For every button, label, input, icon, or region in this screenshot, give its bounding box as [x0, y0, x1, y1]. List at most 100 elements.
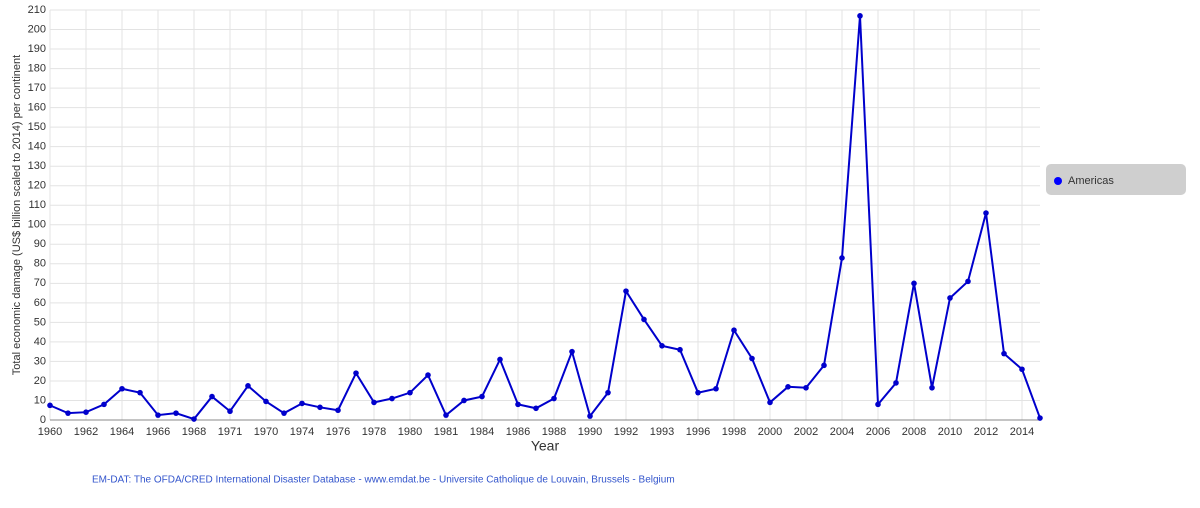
x-tick-label: 1970: [254, 426, 278, 438]
data-point: [479, 393, 485, 400]
data-point: [875, 401, 881, 408]
data-point: [533, 405, 539, 412]
data-point: [749, 355, 755, 362]
data-point: [101, 401, 107, 408]
data-point: [839, 255, 845, 261]
y-tick-label: 70: [34, 277, 46, 289]
legend-marker: [1054, 177, 1062, 185]
y-tick-label: 200: [28, 23, 46, 35]
data-point: [695, 389, 701, 396]
y-tick-label: 60: [34, 297, 46, 309]
data-point: [209, 393, 215, 400]
y-tick-label: 180: [28, 62, 46, 74]
data-point: [803, 384, 809, 391]
y-axis-title: Total economic damage (US$ billion scale…: [11, 55, 23, 375]
y-tick-label: 190: [28, 43, 46, 55]
x-tick-label: 1986: [506, 426, 530, 438]
data-point: [551, 395, 557, 402]
x-tick-label: 1988: [542, 426, 566, 438]
data-point: [677, 346, 683, 353]
data-point: [515, 401, 521, 408]
data-point: [497, 356, 503, 363]
data-point: [47, 402, 53, 409]
y-tick-label: 30: [34, 355, 46, 367]
x-tick-label: 1993: [650, 426, 674, 438]
y-tick-label: 110: [28, 199, 46, 211]
data-point: [965, 278, 971, 285]
data-point: [173, 410, 179, 416]
data-point: [425, 372, 431, 378]
x-tick-label: 1966: [146, 426, 170, 438]
data-point: [335, 407, 341, 414]
legend-box: [1046, 164, 1186, 195]
data-point: [893, 380, 899, 386]
data-point: [317, 404, 323, 411]
x-tick-label: 1980: [398, 426, 422, 438]
x-tick-label: 2000: [758, 426, 782, 438]
data-point: [389, 395, 395, 402]
data-point: [245, 383, 251, 389]
y-tick-label: 160: [28, 102, 46, 114]
y-tick-label: 170: [28, 82, 46, 94]
x-tick-label: 1960: [38, 426, 62, 438]
data-point: [407, 389, 413, 396]
data-point: [713, 385, 719, 392]
source-note: EM-DAT: The OFDA/CRED International Disa…: [92, 475, 675, 486]
data-point: [731, 327, 737, 333]
data-point: [569, 348, 575, 355]
x-tick-label: 1964: [110, 426, 134, 438]
data-point: [443, 412, 449, 418]
x-tick-label: 2008: [902, 426, 926, 438]
x-tick-label: 2014: [1010, 426, 1034, 438]
data-point: [191, 416, 197, 422]
y-tick-label: 0: [40, 414, 46, 426]
data-point: [983, 210, 989, 216]
x-tick-label: 1974: [290, 426, 314, 438]
data-point: [1019, 366, 1025, 373]
data-point: [155, 412, 161, 418]
y-tick-label: 210: [28, 4, 46, 16]
y-tick-label: 120: [28, 180, 46, 192]
data-point: [83, 409, 89, 415]
y-tick-label: 100: [28, 219, 46, 231]
data-point: [1037, 415, 1043, 421]
data-point: [785, 384, 791, 390]
y-tick-label: 20: [34, 375, 46, 387]
x-tick-label: 2006: [866, 426, 890, 438]
x-tick-label: 1992: [614, 426, 638, 438]
data-point: [857, 13, 863, 19]
y-tick-label: 140: [28, 141, 46, 153]
x-tick-label: 1968: [182, 426, 206, 438]
x-tick-label: 2012: [974, 426, 998, 438]
legend-label[interactable]: Americas: [1068, 175, 1114, 187]
data-point: [281, 410, 287, 416]
data-point: [641, 316, 647, 323]
data-point: [119, 385, 125, 392]
data-point: [461, 397, 467, 404]
y-tick-label: 130: [28, 160, 46, 172]
data-point: [659, 343, 665, 349]
data-point: [299, 400, 305, 407]
x-tick-label: 1996: [686, 426, 710, 438]
data-point: [911, 280, 917, 287]
x-tick-label: 1990: [578, 426, 602, 438]
x-tick-label: 1998: [722, 426, 746, 438]
data-point: [947, 295, 953, 301]
x-tick-label: 2004: [830, 426, 854, 438]
data-point: [821, 362, 827, 369]
x-tick-label: 2010: [938, 426, 962, 438]
data-point: [353, 370, 359, 376]
data-point: [587, 413, 593, 419]
data-point: [767, 399, 773, 406]
data-point: [371, 399, 377, 406]
y-tick-label: 50: [34, 316, 46, 328]
y-tick-label: 150: [28, 121, 46, 133]
data-line: [49, 15, 1041, 421]
data-point: [1001, 350, 1007, 357]
x-tick-label: 1976: [326, 426, 350, 438]
x-tick-label: 1984: [470, 426, 494, 438]
y-tick-label: 10: [34, 394, 46, 406]
y-tick-label: 40: [34, 336, 46, 348]
x-tick-label: 1981: [434, 426, 458, 438]
